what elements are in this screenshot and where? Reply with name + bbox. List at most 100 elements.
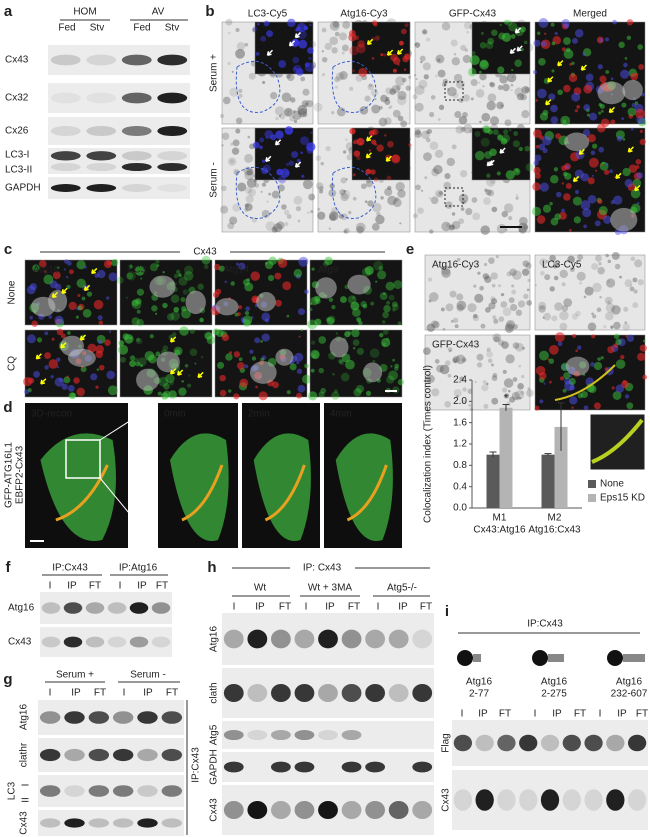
speckle [107, 260, 112, 266]
speckle [569, 266, 575, 272]
speckle [611, 386, 615, 390]
speckle [293, 269, 303, 278]
speckle [574, 169, 584, 179]
speckle [426, 128, 433, 134]
speckle [584, 286, 594, 296]
label: IP [71, 688, 81, 699]
speckle [604, 367, 609, 371]
speckle [462, 387, 467, 392]
speckle [460, 126, 466, 133]
speckle [605, 278, 616, 288]
label: Serum + [209, 54, 220, 92]
label: Fed [58, 23, 75, 34]
speckle [391, 301, 398, 308]
speckle [512, 342, 520, 349]
speckle [339, 296, 347, 304]
label: FT [156, 581, 168, 592]
nucleus [215, 298, 239, 316]
speckle [173, 273, 179, 279]
speckle [384, 134, 387, 137]
speckle [265, 221, 276, 232]
speckle [231, 147, 240, 155]
speckle [327, 315, 336, 324]
speckle [390, 105, 393, 108]
panel-label: a [4, 3, 13, 20]
speckle [374, 98, 377, 101]
speckle [336, 107, 346, 117]
speckle [204, 331, 213, 340]
label: Atg5-/- [387, 583, 417, 594]
label: IP [398, 602, 408, 613]
speckle [271, 226, 278, 233]
label: GFP-Cx43 [449, 9, 497, 20]
speckle [24, 389, 30, 395]
y-tick-label: 2.0 [453, 396, 467, 407]
legend-swatch [588, 480, 596, 488]
speckle [370, 301, 375, 306]
speckle [58, 377, 63, 382]
speckle [235, 128, 241, 134]
band [112, 785, 134, 797]
speckle [635, 165, 640, 169]
cx43-trace [55, 464, 109, 522]
speckle [436, 364, 444, 373]
speckle [483, 197, 491, 205]
label: IP [325, 602, 335, 613]
speckle [637, 352, 646, 361]
speckle [316, 182, 324, 190]
label: Serum + [56, 670, 94, 681]
speckle [204, 332, 213, 340]
speckle [483, 126, 491, 133]
speckle [385, 87, 393, 95]
speckle [370, 88, 379, 97]
speckle [509, 396, 516, 403]
speckle [571, 406, 574, 409]
speckle [502, 307, 512, 317]
speckle [333, 389, 338, 394]
speckle [538, 58, 546, 66]
arrow [580, 64, 588, 71]
speckle [357, 40, 365, 48]
speckle [276, 168, 283, 176]
speckle [66, 284, 71, 289]
speckle [582, 129, 591, 137]
speckle [435, 54, 445, 64]
speckle [474, 131, 481, 137]
speckle [189, 348, 198, 357]
speckle [174, 349, 181, 356]
speckle [317, 211, 326, 220]
panel-label: h [207, 559, 216, 576]
speckle [355, 222, 366, 233]
speckle [424, 176, 428, 180]
speckle [467, 303, 477, 313]
speckle [523, 224, 529, 230]
speckle [391, 84, 401, 94]
speckle [487, 129, 493, 135]
speckle [609, 324, 614, 329]
speckle [505, 19, 513, 27]
speckle [625, 335, 628, 338]
speckle [520, 390, 525, 395]
speckle [470, 97, 474, 101]
speckle [595, 169, 598, 172]
speckle [572, 196, 582, 206]
speckle [605, 70, 610, 74]
speckle [230, 142, 234, 146]
speckle [388, 294, 395, 301]
speckle [383, 53, 387, 57]
speckle [454, 324, 459, 329]
speckle [506, 271, 512, 277]
speckle [338, 213, 344, 219]
speckle [286, 214, 292, 219]
speckle [586, 113, 590, 117]
speckle [568, 228, 572, 232]
speckle [305, 100, 314, 108]
speckle [389, 88, 397, 96]
panel-label: g [3, 671, 12, 688]
label: IP [67, 581, 77, 592]
speckle [33, 370, 40, 378]
speckle [462, 111, 468, 118]
speckle [414, 130, 422, 138]
speckle [182, 289, 189, 295]
label: GFP-ATG16L1 [4, 442, 15, 508]
